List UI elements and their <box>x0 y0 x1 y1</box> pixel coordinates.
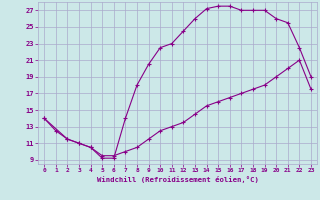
X-axis label: Windchill (Refroidissement éolien,°C): Windchill (Refroidissement éolien,°C) <box>97 176 259 183</box>
